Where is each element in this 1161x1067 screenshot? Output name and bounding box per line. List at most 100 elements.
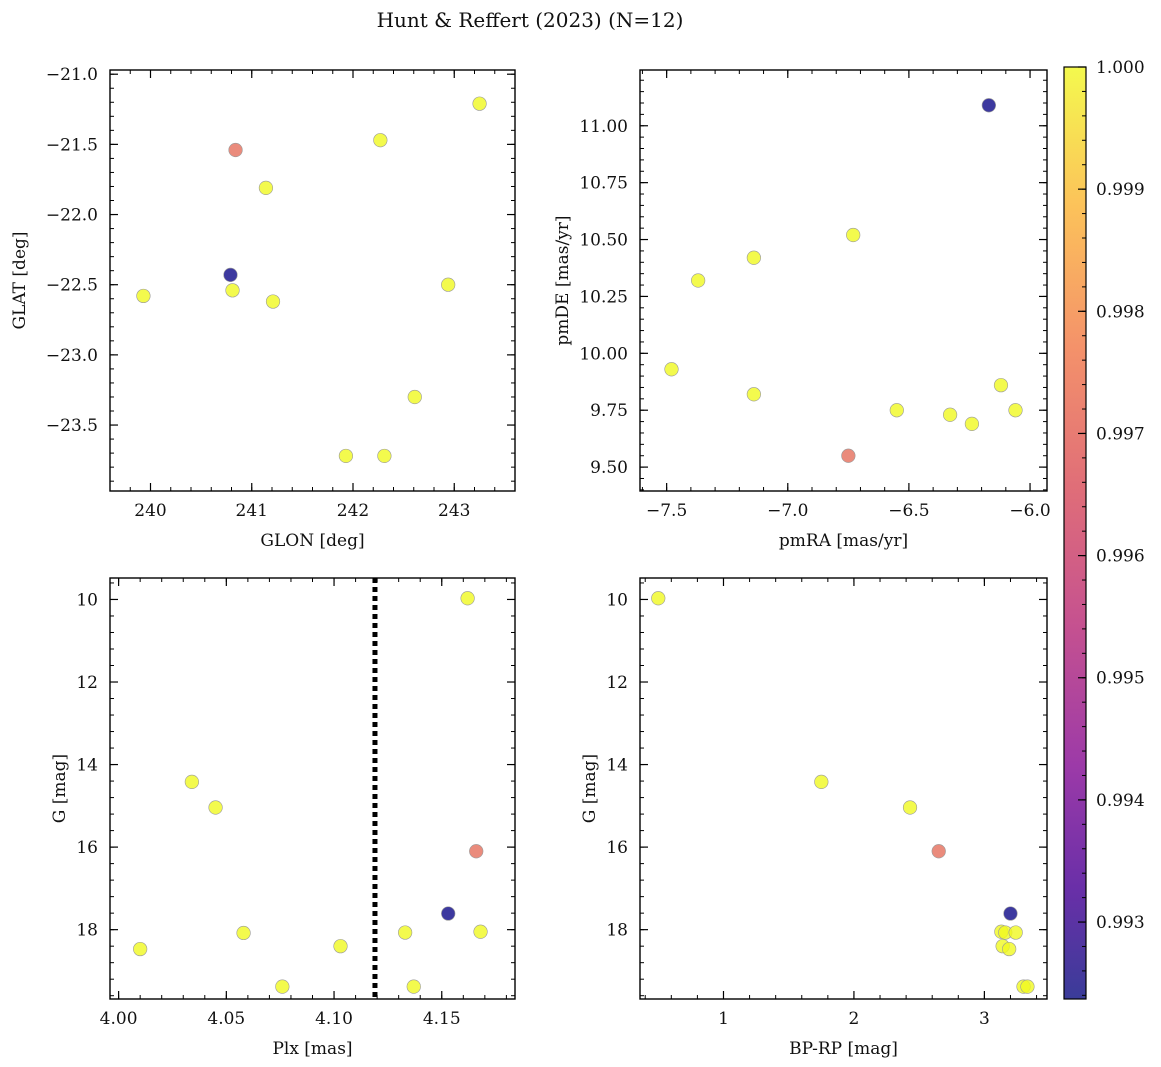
data-point [441, 906, 456, 921]
colorbar: 0.993 0.994 0.995 0.996 0.997 0.998 0.999 1.000 [1063, 58, 1145, 1000]
axes-frame [639, 577, 1048, 1000]
data-point [472, 96, 487, 111]
x-tick-label: 243 [438, 501, 470, 521]
y-tick-label: −21.0 [46, 65, 98, 85]
data-point [338, 448, 354, 464]
y-tick-label: 10.00 [579, 344, 628, 364]
x-tick-label: −7.5 [646, 501, 687, 521]
y-tick-label: 16 [76, 838, 98, 858]
data-point [258, 180, 274, 195]
data-point [473, 924, 488, 939]
data-point [931, 844, 946, 859]
colorbar-tick-label: 0.993 [1096, 913, 1145, 933]
x-tick-label: 4.15 [423, 1009, 461, 1029]
y-tick-label: 11.00 [579, 117, 628, 137]
colorbar-tick-label: 0.998 [1096, 302, 1145, 322]
x-tick-label: −7.0 [767, 501, 808, 521]
data-point [460, 591, 475, 606]
x-tick-label: 4.05 [207, 1009, 245, 1029]
y-tick-label: 10.25 [579, 287, 628, 307]
y-tick-label: −23.5 [46, 416, 98, 436]
data-point [407, 389, 422, 405]
data-point [133, 941, 148, 957]
colorbar-tick-label: 0.994 [1096, 791, 1145, 811]
data-point [225, 283, 240, 298]
y-tick-label: −22.0 [46, 206, 98, 226]
data-point [208, 800, 223, 815]
x-tick-label: 242 [337, 501, 369, 521]
y-tick-label: 10.50 [579, 231, 628, 251]
data-point [651, 591, 666, 606]
data-point [942, 407, 958, 422]
x-tick-label: −6.0 [1009, 501, 1050, 521]
data-point [902, 800, 918, 815]
figure-title: Hunt & Reffert (2023) (N=12) [377, 8, 684, 32]
x-tick-label: 4.00 [100, 1009, 138, 1029]
x-tick-label: 4.10 [315, 1009, 353, 1029]
x-tick-label: −6.5 [888, 501, 929, 521]
axes-frame [109, 577, 516, 1000]
data-point [398, 925, 413, 940]
data-point [1020, 979, 1035, 994]
axes-frame [109, 69, 516, 492]
x-tick-label: 3 [979, 1009, 990, 1029]
data-point [265, 294, 281, 309]
data-point [691, 273, 706, 288]
data-point [664, 362, 679, 377]
y-tick-label: 16 [606, 838, 628, 858]
panels: 240 241 242 243 −23.5 −23.0 −22.5 −22.0 −21.5 −21… [10, 65, 1051, 1059]
y-tick-label: 9.50 [590, 458, 628, 478]
data-point [814, 774, 829, 789]
x-tick-label: 241 [236, 501, 268, 521]
y-tick-label: 18 [76, 921, 98, 941]
x-axis-label: pmRA [mas/yr] [779, 531, 908, 551]
data-point [1002, 941, 1017, 957]
data-point [184, 774, 199, 789]
data-point [846, 227, 861, 243]
y-tick-label: 12 [76, 673, 98, 693]
y-tick-label: 14 [76, 756, 98, 776]
data-point [333, 939, 348, 954]
data-point [236, 925, 251, 941]
data-point [1008, 925, 1023, 940]
colorbar-tick-label: 0.997 [1096, 424, 1145, 444]
data-point [469, 844, 484, 859]
x-tick-label: 2 [849, 1009, 860, 1029]
data-point [993, 378, 1009, 393]
axes-frame [639, 69, 1048, 492]
y-axis-label: pmDE [mas/yr] [553, 215, 573, 345]
y-tick-label: 14 [606, 756, 628, 776]
y-tick-label: 10 [606, 590, 628, 610]
data-point [746, 250, 761, 265]
x-axis-label: GLON [deg] [260, 531, 364, 551]
panel-top-left: 240 241 242 243 −23.5 −23.0 −22.5 −22.0 −21.5 −21… [10, 65, 516, 551]
data-point [889, 403, 904, 418]
y-tick-label: −22.5 [46, 276, 98, 296]
data-point [377, 448, 392, 464]
y-tick-label: −21.5 [46, 135, 98, 155]
y-tick-label: 12 [606, 673, 628, 693]
data-point [228, 142, 243, 158]
x-tick-label: 1 [718, 1009, 729, 1029]
y-tick-label: 10.75 [579, 174, 628, 194]
data-point [964, 416, 979, 431]
y-axis-label: GLAT [deg] [10, 231, 30, 329]
y-axis-label: G [mag] [50, 754, 70, 823]
data-point [1008, 403, 1023, 418]
y-tick-label: −23.0 [46, 346, 98, 366]
y-tick-label: 10 [76, 590, 98, 610]
data-point [223, 267, 238, 282]
panel-bottom-left: 4.00 4.05 4.10 4.15 10 12 14 16 18 Plx [mas] G [ma… [50, 577, 516, 1059]
data-point [441, 277, 456, 292]
data-point [275, 979, 290, 994]
data-point [1003, 906, 1018, 921]
data-point [406, 979, 421, 994]
data-point [136, 288, 151, 304]
panel-top-right: −7.5 −7.0 −6.5 −6.0 9.50 9.75 10.00 10.25 10.50 1… [553, 69, 1051, 551]
y-axis-label: G [mag] [580, 754, 600, 823]
data-point [841, 448, 856, 463]
x-axis-label: Plx [mas] [272, 1039, 352, 1059]
x-tick-label: 240 [134, 501, 166, 521]
x-axis-label: BP-RP [mag] [789, 1039, 898, 1059]
data-point [981, 98, 996, 113]
